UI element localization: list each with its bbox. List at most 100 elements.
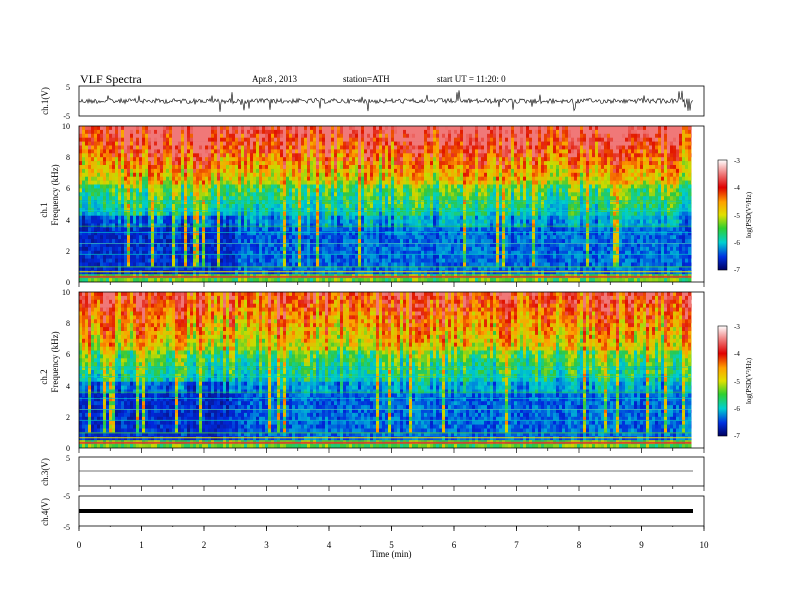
spectrogram-cell — [322, 246, 326, 252]
spectrogram-cell — [268, 227, 272, 232]
spectrogram-cell — [334, 250, 338, 255]
spectrogram-cell — [82, 250, 86, 255]
spectrogram-cell — [79, 227, 83, 232]
spectrogram-cell — [286, 180, 290, 185]
spectrogram-cell — [421, 254, 425, 259]
spectrogram-cell — [109, 157, 113, 162]
spectrogram-cell — [193, 137, 197, 142]
spectrogram-cell — [238, 258, 242, 263]
spectrogram-cell — [355, 243, 359, 248]
spectrogram-cell — [103, 278, 107, 282]
spectrogram-cell — [427, 254, 431, 259]
spectrogram-cell — [160, 219, 164, 224]
spectrogram-cell — [145, 250, 149, 255]
spectrogram-cell — [241, 188, 245, 193]
spectrogram-cell — [325, 126, 329, 131]
spectrogram-cell — [106, 211, 110, 216]
spectrogram-cell — [190, 172, 194, 177]
spectrogram-cell — [340, 235, 344, 240]
spectrogram-cell — [268, 254, 272, 259]
spectrogram-cell — [187, 192, 191, 197]
spectrogram-cell — [442, 278, 446, 282]
spectrogram-cell — [418, 168, 422, 174]
spectrogram-cell — [139, 161, 143, 166]
spectrogram-cell — [358, 254, 362, 259]
spectrogram-cell — [130, 133, 134, 138]
spectrogram-cell — [367, 157, 371, 162]
spectrogram-cell — [124, 188, 128, 193]
spectrogram-cell — [256, 270, 260, 275]
spectrogram-cell — [358, 246, 362, 252]
spectrogram-cell — [376, 211, 380, 216]
spectrogram-cell — [289, 141, 293, 146]
spectrogram-cell — [280, 149, 284, 154]
spectrogram-cell — [409, 254, 413, 259]
spectrogram-cell — [235, 258, 239, 263]
spectrogram-cell — [199, 270, 203, 275]
spectrogram-cell — [262, 145, 266, 150]
spectrogram-cell — [400, 250, 404, 255]
spectrogram-cell — [226, 278, 230, 282]
spectrogram-cell — [439, 133, 443, 138]
spectrogram-cell — [307, 137, 311, 142]
spectrogram-cell — [388, 176, 392, 181]
spectrogram-cell — [337, 278, 341, 282]
spectrogram-cell — [367, 129, 371, 135]
spectrogram-cell — [295, 184, 299, 189]
spectrogram-cell — [259, 278, 263, 282]
spectrogram-cell — [382, 231, 386, 236]
spectrogram-cell — [307, 180, 311, 185]
spectrogram-cell — [100, 129, 104, 135]
spectrogram-cell — [337, 219, 341, 224]
spectrogram-cell — [313, 149, 317, 154]
spectrogram-cell — [304, 129, 308, 135]
spectrogram-cell — [385, 153, 389, 158]
spectrogram-cell — [409, 168, 413, 174]
spectrogram-cell — [136, 262, 140, 267]
spectrogram-cell — [166, 246, 170, 252]
spectrogram-cell — [166, 168, 170, 174]
spectrogram-cell — [91, 215, 95, 220]
spectrogram-cell — [283, 250, 287, 255]
spectrogram-cell — [265, 192, 269, 197]
spectrogram-cell — [391, 254, 395, 259]
spectrogram-cell — [127, 258, 131, 263]
spectrogram-cell — [124, 192, 128, 197]
spectrogram-cell — [265, 188, 269, 193]
spectrogram-cell — [235, 180, 239, 185]
spectrogram-cell — [160, 137, 164, 142]
spectrogram-cell — [376, 215, 380, 220]
spectrogram-cell — [349, 200, 353, 205]
spectrogram-cell — [364, 126, 368, 131]
spectrogram-cell — [355, 239, 359, 244]
spectrogram-cell — [376, 250, 380, 255]
spectrogram-cell — [325, 137, 329, 142]
spectrogram-cell — [316, 211, 320, 216]
spectrogram-cell — [442, 180, 446, 185]
spectrogram-cell — [205, 243, 209, 248]
spectrogram-cell — [445, 200, 449, 205]
spectrogram-cell — [136, 200, 140, 205]
spectrogram-cell — [205, 129, 209, 135]
spectrogram-cell — [109, 239, 113, 244]
spectrogram-cell — [244, 266, 248, 271]
spectrogram-cell — [178, 168, 182, 174]
spectrogram-cell — [238, 200, 242, 205]
spectrogram-cell — [223, 200, 227, 205]
spectrogram-cell — [145, 278, 149, 282]
spectrogram-cell — [271, 231, 275, 236]
spectrogram-cell — [325, 235, 329, 240]
spectrogram-cell — [142, 278, 146, 282]
spectrogram-cell — [421, 129, 425, 135]
spectrogram-cell — [259, 192, 263, 197]
spectrogram-cell — [427, 129, 431, 135]
spectrogram-cell — [259, 165, 263, 170]
spectrogram-cell — [310, 223, 314, 228]
spectrogram-cell — [109, 235, 113, 240]
spectrogram-cell — [112, 211, 116, 216]
spectrogram-cell — [211, 278, 215, 282]
spectrogram-cell — [379, 250, 383, 255]
spectrogram-cell — [199, 200, 203, 205]
spectrogram-cell — [157, 168, 161, 174]
spectrogram-cell — [178, 137, 182, 142]
